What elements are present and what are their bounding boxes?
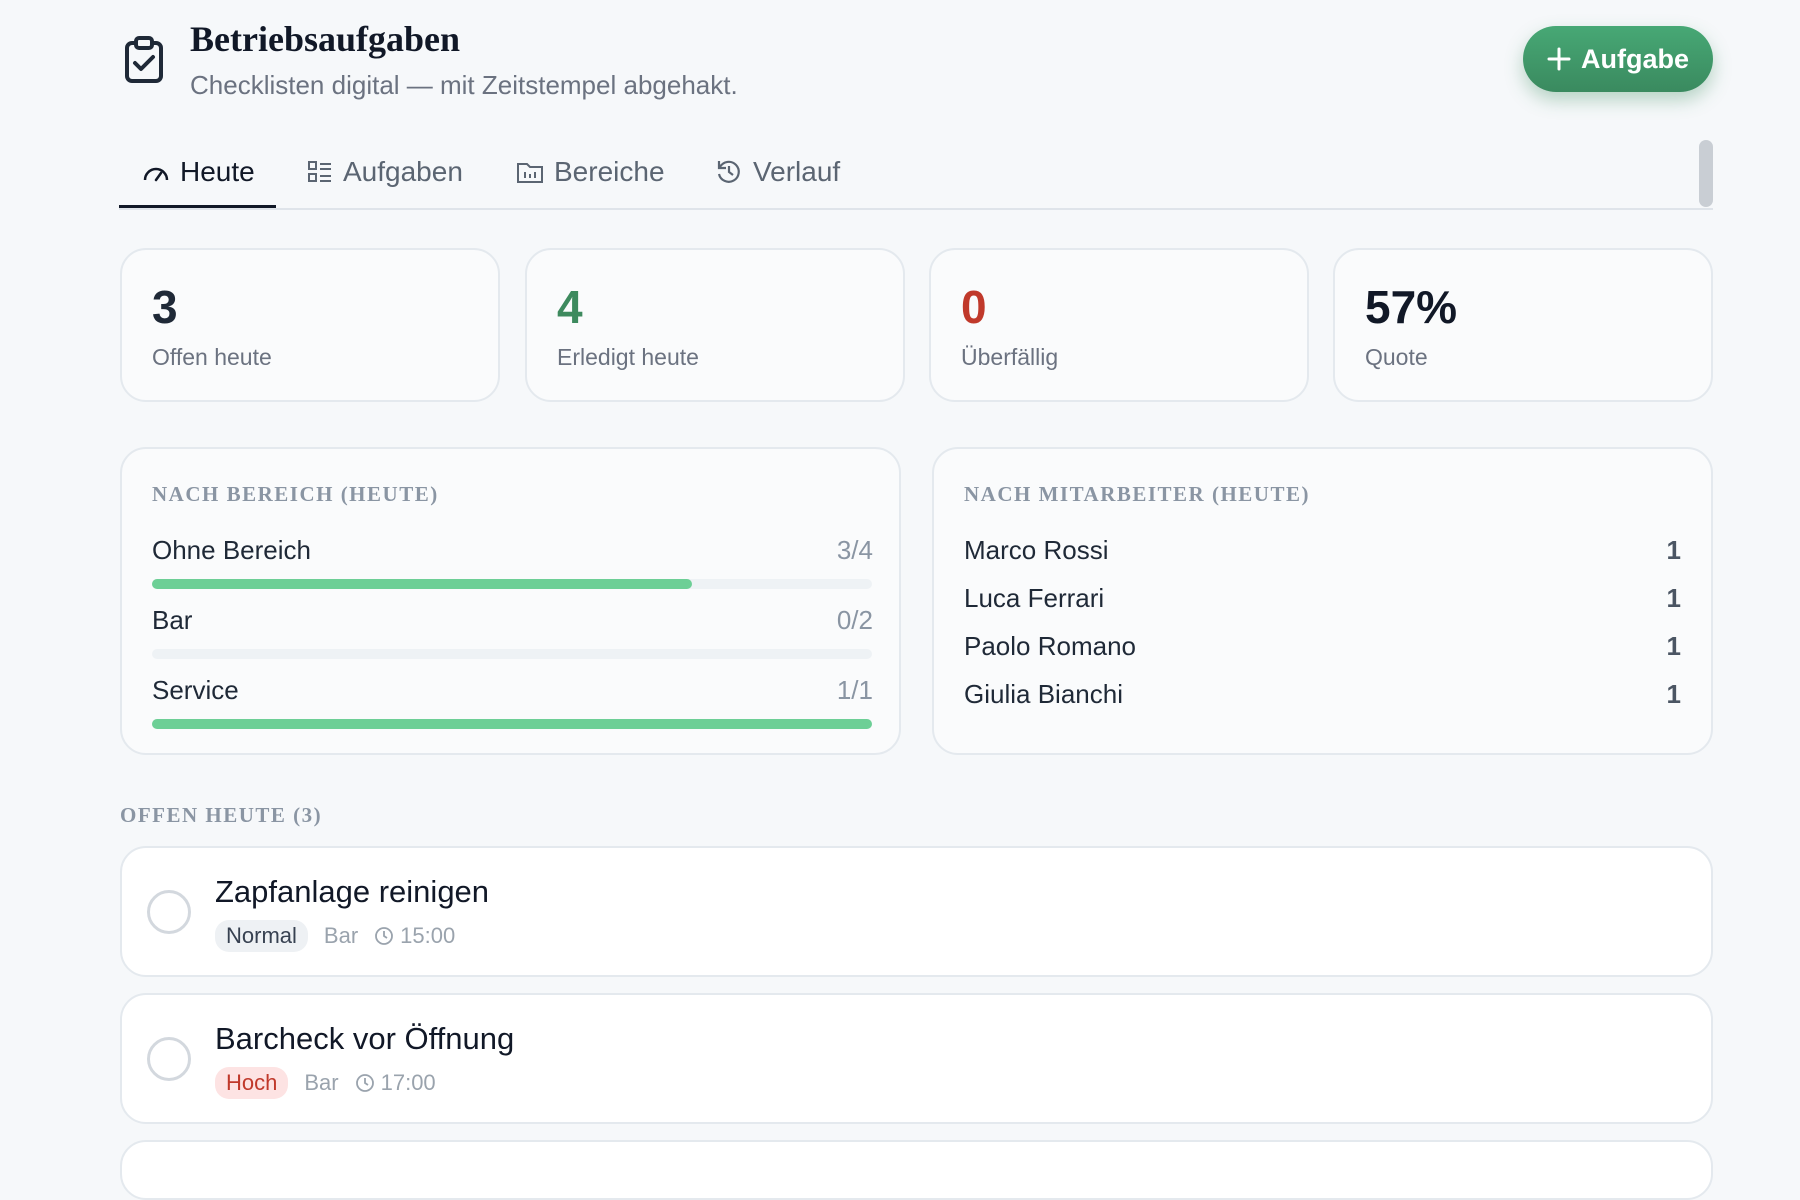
staff-count: 1: [1666, 535, 1681, 565]
plus-icon: [1547, 47, 1571, 71]
area-fraction: 3/4: [836, 535, 873, 565]
time-label: 17:00: [380, 1070, 436, 1095]
section-title: OFFEN HEUTE (3): [120, 803, 323, 827]
staff-panel: NACH MITARBEITER (HEUTE) Marco Rossi 1 Luc…: [932, 447, 1713, 755]
active-tab-indicator: [119, 205, 276, 208]
task-card[interactable]: Zapfanlage reinigen Normal Bar 15:00: [120, 846, 1713, 977]
tab[interactable]: Aufgaben: [307, 156, 463, 188]
area-label: Ohne Bereich: [152, 535, 311, 565]
gauge-icon: [143, 167, 169, 182]
task-title: Zapfanlage reinigen: [215, 874, 490, 909]
priority-chip: Hoch: [215, 1067, 289, 1099]
stat-label: Offen heute: [152, 344, 272, 370]
area-panel: NACH BEREICH (HEUTE) Ohne Bereich 3/4 Bar 0…: [120, 447, 901, 755]
tab[interactable]: Heute: [142, 156, 255, 188]
task-time: 17:00: [355, 1070, 436, 1096]
staff-name: Paolo Romano: [964, 631, 1136, 661]
tab-label: Heute: [180, 156, 255, 187]
section-title: NACH BEREICH (HEUTE): [152, 482, 439, 506]
clock-icon: [355, 1074, 374, 1092]
stat-label: Erledigt heute: [557, 344, 699, 370]
task-meta: Normal Bar 15:00: [215, 920, 455, 952]
list-icon: [308, 161, 331, 182]
progress-track: [152, 579, 872, 589]
stat-value: 4: [557, 281, 583, 333]
task-card[interactable]: Barcheck vor Öffnung Hoch Bar 17:00: [120, 993, 1713, 1124]
history-icon: [717, 160, 740, 183]
task-card[interactable]: [120, 1140, 1713, 1200]
stat-value: 0: [961, 281, 987, 333]
staff-name: Giulia Bianchi: [964, 679, 1123, 709]
body: Betriebsaufgaben Checklisten digital — m…: [119, 19, 1713, 1200]
progress-bar: [152, 579, 692, 589]
section-title: NACH MITARBEITER (HEUTE): [964, 482, 1310, 506]
area-label: Bar: [152, 605, 193, 635]
progress-track: [152, 719, 872, 729]
tab[interactable]: Verlauf: [715, 156, 840, 188]
button-label: Aufgabe: [1581, 43, 1689, 74]
tab[interactable]: Bereiche: [516, 156, 665, 188]
stat-card: 0 Überfällig: [929, 248, 1309, 402]
stat-label: Quote: [1365, 344, 1428, 370]
scrollbar[interactable]: [1699, 140, 1713, 207]
task-time: 15:00: [374, 923, 455, 949]
task-checkbox[interactable]: [147, 890, 191, 934]
progress-bar: [152, 719, 872, 729]
add-task-button[interactable]: Aufgabe: [1523, 26, 1713, 92]
task-area: Bar: [323, 923, 359, 948]
staff-count: 1: [1666, 583, 1681, 613]
tab-divider: [119, 208, 1713, 210]
task-title: Barcheck vor Öffnung: [215, 1021, 515, 1056]
priority-chip: Normal: [215, 920, 308, 952]
clock-icon: [375, 927, 394, 945]
stat-value: 3: [152, 281, 178, 333]
task-checkbox[interactable]: [147, 1037, 191, 1081]
progress-track: [152, 649, 872, 659]
task-area: Bar: [304, 1070, 339, 1095]
folder-icon: [517, 163, 543, 183]
staff-count: 1: [1666, 679, 1681, 709]
area-fraction: 1/1: [836, 675, 873, 705]
area-label: Service: [152, 675, 239, 705]
staff-count: 1: [1666, 631, 1681, 661]
tab-label: Verlauf: [753, 156, 841, 187]
tab-label: Aufgaben: [343, 156, 463, 187]
page-title: Betriebsaufgaben: [190, 19, 460, 59]
clipboard-icon: [125, 36, 163, 83]
stat-card: 57% Quote: [1333, 248, 1713, 402]
stat-card: 3 Offen heute: [120, 248, 500, 402]
staff-name: Marco Rossi: [964, 535, 1109, 565]
stat-label: Überfällig: [961, 344, 1059, 370]
stat-card: 4 Erledigt heute: [525, 248, 905, 402]
staff-name: Luca Ferrari: [964, 583, 1105, 613]
time-label: 15:00: [400, 923, 456, 948]
tab-label: Bereiche: [554, 156, 665, 187]
page: Betriebsaufgaben {"header": {"title": "B…: [119, 19, 1713, 1200]
stat-value: 57%: [1365, 281, 1458, 333]
page-subtitle: Checklisten digital — mit Zeitstempel ab…: [190, 70, 738, 100]
area-fraction: 0/2: [836, 605, 873, 635]
task-meta: Hoch Bar 17:00: [215, 1067, 436, 1099]
